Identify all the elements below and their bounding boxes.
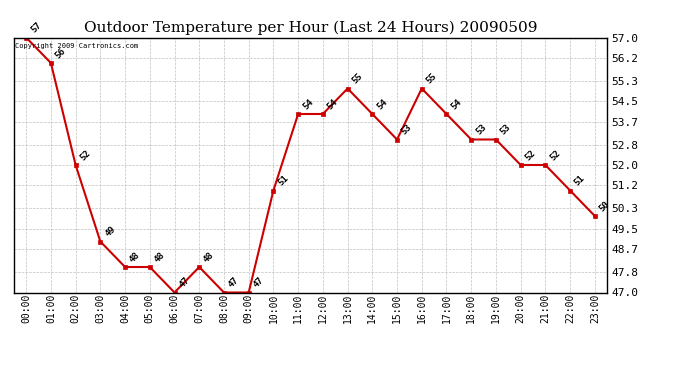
Text: 53: 53 — [400, 123, 414, 137]
Text: 53: 53 — [499, 123, 513, 137]
Text: 47: 47 — [227, 276, 241, 290]
Text: 52: 52 — [79, 148, 92, 162]
Text: 47: 47 — [177, 276, 191, 290]
Title: Outdoor Temperature per Hour (Last 24 Hours) 20090509: Outdoor Temperature per Hour (Last 24 Ho… — [83, 21, 538, 35]
Text: 50: 50 — [598, 199, 611, 213]
Text: 51: 51 — [573, 174, 587, 188]
Text: 52: 52 — [524, 148, 538, 162]
Text: 57: 57 — [29, 21, 43, 35]
Text: 54: 54 — [301, 97, 315, 111]
Text: 54: 54 — [326, 97, 339, 111]
Text: 56: 56 — [54, 46, 68, 60]
Text: 54: 54 — [449, 97, 463, 111]
Text: 53: 53 — [474, 123, 488, 137]
Text: 49: 49 — [103, 225, 117, 239]
Text: 48: 48 — [128, 250, 142, 264]
Text: 55: 55 — [424, 72, 439, 86]
Text: 52: 52 — [548, 148, 562, 162]
Text: 48: 48 — [202, 250, 216, 264]
Text: 55: 55 — [351, 72, 364, 86]
Text: 48: 48 — [152, 250, 166, 264]
Text: 51: 51 — [276, 174, 290, 188]
Text: 47: 47 — [251, 276, 266, 290]
Text: 54: 54 — [375, 97, 389, 111]
Text: Copyright 2009 Cartronics.com: Copyright 2009 Cartronics.com — [15, 43, 138, 49]
